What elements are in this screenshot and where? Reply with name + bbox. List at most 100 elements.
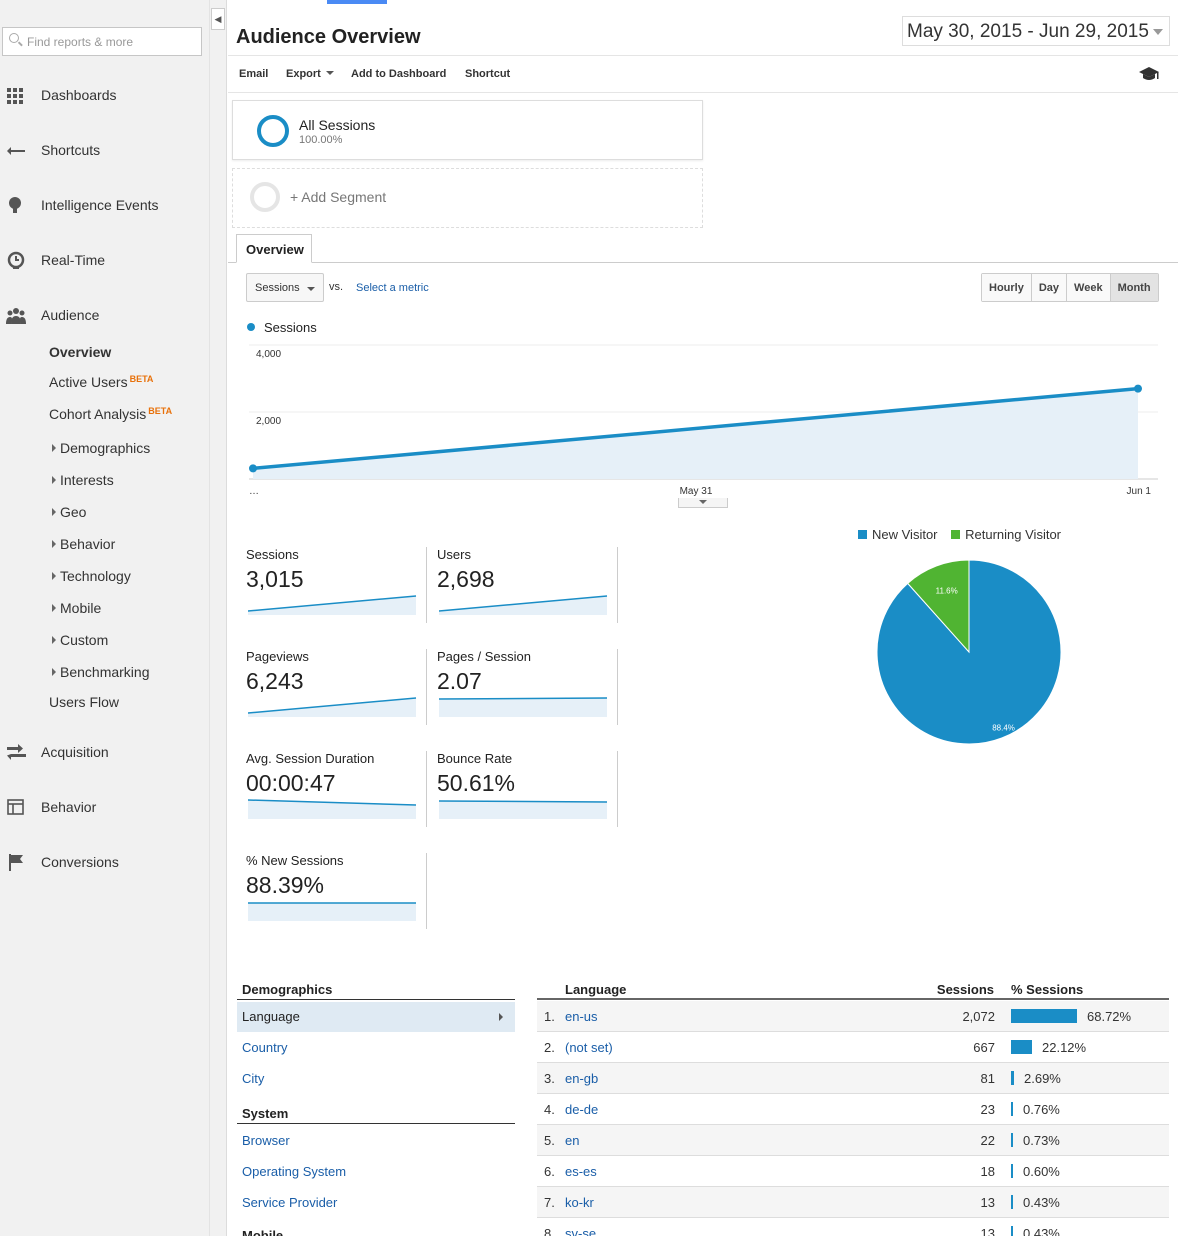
segment-all-sessions[interactable]: All Sessions 100.00% <box>232 100 703 160</box>
pie-slice-returning-visitor[interactable] <box>907 559 970 654</box>
collapse-sidebar-button[interactable]: ◀ <box>211 8 225 30</box>
dimension-country[interactable]: Country <box>242 1040 288 1055</box>
date-range-picker[interactable]: May 30, 2015 - Jun 29, 2015 <box>902 16 1170 46</box>
metric-sessions[interactable]: Sessions 3,015 <box>246 547 426 635</box>
language-link[interactable]: sv-se <box>565 1226 597 1236</box>
pct-sessions-bar <box>1011 1133 1013 1147</box>
tab-divider <box>228 262 1178 263</box>
sidebar-item-shortcuts[interactable]: Shortcuts <box>0 138 210 164</box>
x-tick-label: Jun 1 <box>1127 486 1152 497</box>
day-button[interactable]: Day <box>1031 274 1068 301</box>
sidebar-item-dashboards[interactable]: Dashboards <box>0 83 210 109</box>
email-button[interactable]: Email <box>239 68 269 80</box>
dimension-service-provider[interactable]: Service Provider <box>242 1195 338 1210</box>
sessions-cell: 13 <box>980 1226 995 1236</box>
language-link[interactable]: en <box>565 1133 580 1148</box>
beta-badge: BETA <box>148 406 173 416</box>
language-link[interactable]: en-gb <box>565 1071 599 1086</box>
search-input[interactable]: Find reports & more <box>2 27 202 56</box>
language-link[interactable]: en-us <box>565 1009 598 1024</box>
metric-users[interactable]: Users 2,698 <box>437 547 617 635</box>
sidebar-subitem-geo[interactable]: Geo <box>52 504 86 520</box>
expand-triangle-icon <box>52 444 56 452</box>
week-button[interactable]: Week <box>1067 274 1111 301</box>
sidebar-subitem-demographics[interactable]: Demographics <box>52 440 150 456</box>
row-index: 1. <box>544 1009 555 1024</box>
sidebar-item-behavior[interactable]: Behavior <box>0 795 210 821</box>
select-metric-link[interactable]: Select a metric <box>356 282 429 294</box>
data-point[interactable] <box>249 464 257 473</box>
metric-bounce-rate[interactable]: Bounce Rate 50.61% <box>437 751 617 839</box>
add-to-dashboard-button[interactable]: Add to Dashboard <box>351 68 447 80</box>
sidebar-item-real-time[interactable]: Real-Time <box>0 248 210 274</box>
sessions-cell: 2,072 <box>962 1009 995 1024</box>
hourly-button[interactable]: Hourly <box>982 274 1032 301</box>
divider <box>426 649 427 725</box>
language-link[interactable]: (not set) <box>565 1040 613 1055</box>
metric-avg-session-duration[interactable]: Avg. Session Duration 00:00:47 <box>246 751 426 839</box>
sidebar-item-intelligence-events[interactable]: Intelligence Events <box>0 193 210 219</box>
segment-ring-icon <box>257 115 289 147</box>
sidebar-item-audience[interactable]: Audience <box>0 303 210 329</box>
sidebar-subitem-technology[interactable]: Technology <box>52 568 131 584</box>
demographics-heading: Demographics <box>242 982 333 997</box>
sidebar-subitem-behavior[interactable]: Behavior <box>52 536 115 552</box>
sidebar-subitem-overview[interactable]: Overview <box>49 344 112 360</box>
sparkline <box>248 595 417 615</box>
sidebar-subitem-interests[interactable]: Interests <box>52 472 114 488</box>
acquisition-arrows-icon <box>7 744 26 760</box>
sidebar-subitem-mobile[interactable]: Mobile <box>52 600 101 616</box>
legend-label: Returning Visitor <box>965 527 1062 542</box>
metric-select[interactable]: Sessions <box>246 273 324 302</box>
pct-sessions-cell: 0.73% <box>1023 1133 1060 1148</box>
expand-triangle-icon <box>52 476 56 484</box>
sidebar-subitem-cohort-analysis[interactable]: Cohort Analysis BETA <box>49 406 173 422</box>
legend-swatch <box>951 530 961 539</box>
chevron-down-icon <box>1153 29 1163 35</box>
metric-new-sessions[interactable]: % New Sessions 88.39% <box>246 853 426 941</box>
dimension-city[interactable]: City <box>242 1071 265 1086</box>
language-link[interactable]: ko-kr <box>565 1195 594 1210</box>
metric-pageviews[interactable]: Pageviews 6,243 <box>246 649 426 737</box>
sidebar-item-acquisition[interactable]: Acquisition <box>0 740 210 766</box>
table-row: 3. en-gb 81 2.69% <box>537 1063 1169 1094</box>
sessions-cell: 13 <box>980 1195 995 1210</box>
tab-overview[interactable]: Overview <box>236 234 312 263</box>
sidebar-subitem-custom[interactable]: Custom <box>52 632 108 648</box>
sidebar-subitem-benchmarking[interactable]: Benchmarking <box>52 664 150 680</box>
language-link[interactable]: de-de <box>565 1102 599 1117</box>
beta-badge: BETA <box>129 374 154 384</box>
row-index: 7. <box>544 1195 555 1210</box>
row-index: 6. <box>544 1164 555 1179</box>
sessions-cell: 22 <box>980 1133 995 1148</box>
sidebar-subitem-users-flow[interactable]: Users Flow <box>49 694 120 710</box>
pct-sessions-bar <box>1011 1102 1013 1116</box>
divider <box>617 649 618 725</box>
table-row: 7. ko-kr 13 0.43% <box>537 1187 1169 1218</box>
page-title: Audience Overview <box>236 26 421 48</box>
dimension-browser[interactable]: Browser <box>242 1133 290 1148</box>
divider <box>426 751 427 827</box>
pct-sessions-bar <box>1011 1226 1013 1236</box>
month-button[interactable]: Month <box>1110 274 1158 301</box>
column-header-sessions: Sessions <box>936 982 994 997</box>
chart-resize-handle[interactable] <box>678 498 728 508</box>
lightbulb-icon <box>9 197 21 213</box>
shortcut-button[interactable]: Shortcut <box>465 68 511 80</box>
export-button[interactable]: Export <box>286 68 334 80</box>
metric-pages-per-session[interactable]: Pages / Session 2.07 <box>437 649 617 737</box>
graduation-cap-icon[interactable] <box>1138 66 1160 82</box>
add-segment-button[interactable]: + Add Segment <box>232 168 703 228</box>
language-link[interactable]: es-es <box>565 1164 597 1179</box>
pct-sessions-bar <box>1011 1195 1013 1209</box>
dimension-operating-system[interactable]: Operating System <box>242 1164 347 1179</box>
sparkline <box>248 697 417 717</box>
sidebar-subitem-active-users[interactable]: Active Users BETA <box>49 374 154 390</box>
segment-ring-icon <box>250 182 280 212</box>
dimension-language[interactable]: Language <box>237 1002 515 1032</box>
row-index: 4. <box>544 1102 555 1117</box>
sessions-cell: 81 <box>980 1071 995 1086</box>
pct-sessions-cell: 68.72% <box>1087 1009 1132 1024</box>
data-point[interactable] <box>1134 384 1142 393</box>
sidebar-item-conversions[interactable]: Conversions <box>0 850 210 876</box>
